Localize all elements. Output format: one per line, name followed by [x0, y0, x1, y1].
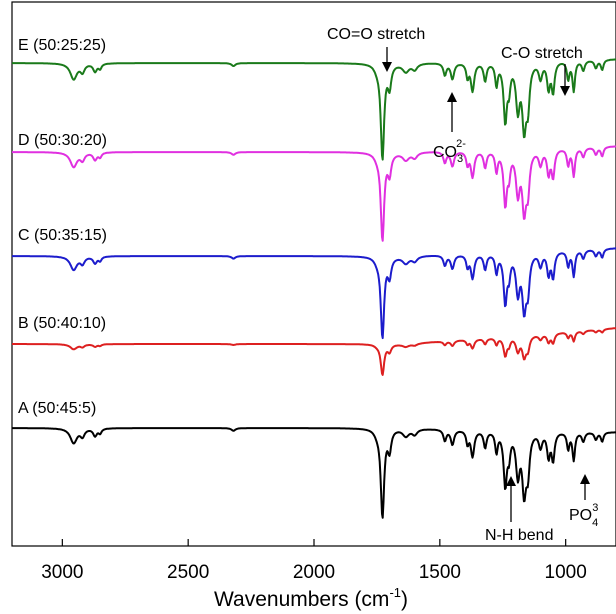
x-axis-title-main: Wavenumbers (cm: [214, 588, 389, 611]
spectra-group: [11, 58, 616, 519]
phosphate-sub: 4: [592, 517, 598, 529]
arrow-nh-head: [506, 476, 516, 486]
series-label-d: D (50:30:20): [18, 132, 107, 149]
arrow-c-o-head: [560, 86, 570, 96]
annotation-c-o-stretch: C-O stretch: [501, 45, 583, 62]
x-tick-label: 1500: [419, 562, 461, 583]
annotation-phosphate: PO4 3: [569, 502, 598, 529]
spectrum-line: [11, 247, 616, 340]
arrow-carbonyl-head: [382, 62, 392, 72]
series-label-c: C (50:35:15): [18, 227, 107, 244]
annotation-carbonyl-stretch: CO=O stretch: [327, 26, 425, 43]
x-axis-title-sup: -1: [389, 585, 401, 600]
spectrum-line: [11, 145, 616, 242]
phosphate-base: PO: [569, 507, 592, 524]
spectrum-line: [11, 327, 616, 376]
x-tick-label: 2000: [293, 562, 335, 583]
spectrum-line: [11, 58, 616, 161]
spectrum-line: [11, 427, 616, 519]
x-tick-label: 3000: [41, 562, 83, 583]
x-axis-title: Wavenumbers (cm-1): [214, 585, 408, 611]
carbonate-base: CO: [433, 144, 457, 161]
phosphate-sup: 3: [592, 502, 598, 514]
x-tick-label: 2500: [167, 562, 209, 583]
plot-frame: [11, 1, 616, 547]
x-tick-label: 1000: [545, 562, 587, 583]
x-ticks: 3000 2500 2000 1500 1000: [41, 539, 587, 583]
annotation-nh-bend: N-H bend: [485, 527, 553, 544]
carbonate-sub: 3: [457, 153, 463, 165]
series-label-a: A (50:45:5): [18, 400, 96, 417]
x-axis-title-close: ): [401, 588, 408, 611]
arrow-carbonate-head: [447, 92, 457, 102]
carbonate-sup: 2-: [456, 138, 466, 150]
arrow-phosphate-head: [580, 474, 590, 484]
annotation-carbonate: CO3 2-: [433, 138, 466, 165]
series-label-e: E (50:25:25): [18, 37, 106, 54]
series-label-b: B (50:40:10): [18, 315, 106, 332]
